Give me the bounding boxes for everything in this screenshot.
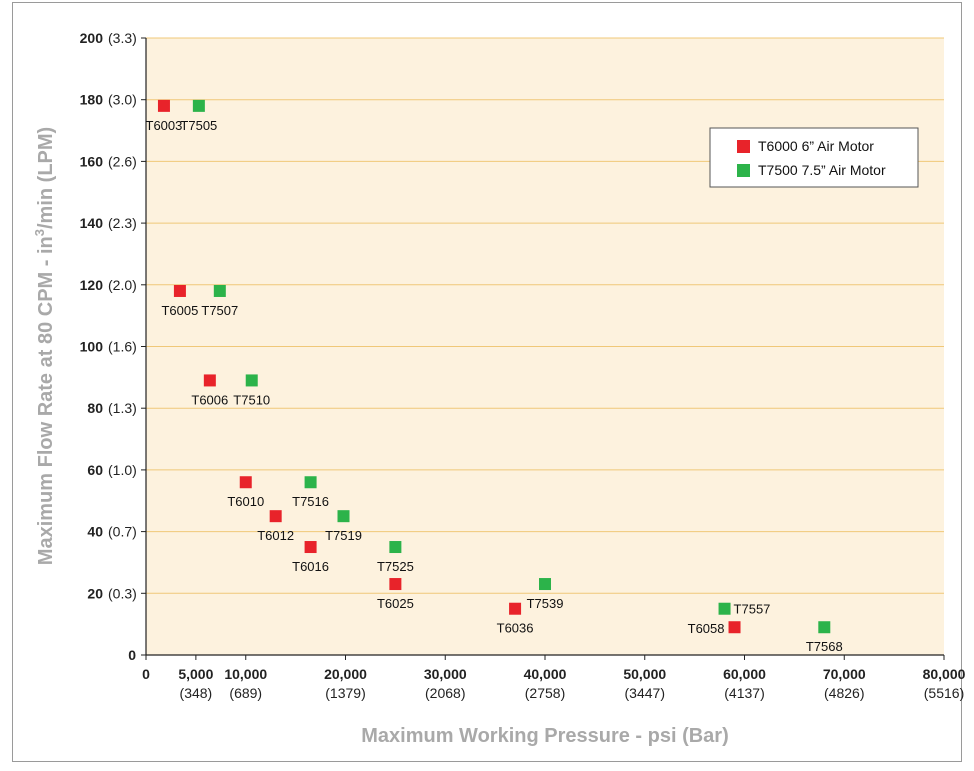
data-points: T6003 T6005 T6006 T6010 T6012 T6016 T6025 T6036… xyxy=(146,99,843,654)
legend-label-t7500: T7500 7.5” Air Motor xyxy=(758,162,886,178)
point-label-T6010: T6010 xyxy=(227,494,264,509)
point-T6003 xyxy=(157,99,170,112)
x-tick-sublabel-30000: (2068) xyxy=(425,685,465,701)
point-T7519 xyxy=(337,510,350,523)
point-T7507 xyxy=(213,284,226,297)
y-tick-sublabel-180: (3.0) xyxy=(108,92,137,108)
point-label-T7510: T7510 xyxy=(233,392,270,407)
point-label-T6016: T6016 xyxy=(292,559,329,574)
point-label-T7557: T7557 xyxy=(734,602,771,617)
y-tick-label-140: 140 xyxy=(80,215,104,231)
y-tick-sublabel-160: (2.6) xyxy=(108,153,137,169)
y-tick-sublabel-40: (0.7) xyxy=(108,524,137,540)
legend-label-t6000: T6000 6” Air Motor xyxy=(758,138,874,154)
point-T7557 xyxy=(718,602,731,615)
y-axis-title-tail: /min (LPM) xyxy=(35,127,57,229)
y-tick-sublabel-60: (1.0) xyxy=(108,462,137,478)
x-tick-sublabel-70000: (4826) xyxy=(824,685,864,701)
point-label-T7519: T7519 xyxy=(325,528,362,543)
x-tick-label-40000: 40,000 xyxy=(524,666,567,682)
point-T6036 xyxy=(509,602,522,615)
x-tick-label-70000: 70,000 xyxy=(823,666,866,682)
x-tick-label-50000: 50,000 xyxy=(623,666,666,682)
y-tick-label-100: 100 xyxy=(80,339,104,355)
y-tick-sublabel-80: (1.3) xyxy=(108,400,137,416)
legend-swatch-t7500 xyxy=(737,164,750,177)
point-label-T7516: T7516 xyxy=(292,494,329,509)
y-tick-label-40: 40 xyxy=(87,524,103,540)
x-axis-title: Maximum Working Pressure - psi (Bar) xyxy=(361,725,729,747)
point-T6012 xyxy=(269,510,282,523)
point-label-T7568: T7568 xyxy=(806,639,843,654)
x-tick-sublabel-10000: (689) xyxy=(229,685,262,701)
y-axis-title-superscript: 3 xyxy=(32,229,47,236)
point-label-T6025: T6025 xyxy=(377,596,414,611)
y-tick-sublabel-120: (2.0) xyxy=(108,277,137,293)
point-T7525 xyxy=(389,541,402,554)
legend: T6000 6” Air Motor T7500 7.5” Air Motor xyxy=(709,127,919,188)
x-tick-sublabel-5000: (348) xyxy=(180,685,213,701)
point-T7516 xyxy=(304,476,317,489)
x-tick-label-60000: 60,000 xyxy=(723,666,766,682)
y-tick-label-200: 200 xyxy=(80,30,104,46)
point-T7510 xyxy=(245,374,258,387)
x-tick-label-10000: 10,000 xyxy=(224,666,267,682)
gridlines xyxy=(146,37,944,594)
point-T6006 xyxy=(203,374,216,387)
point-T7505 xyxy=(192,99,205,112)
point-label-T6012: T6012 xyxy=(257,528,294,543)
point-label-T7505: T7505 xyxy=(180,118,217,133)
legend-box xyxy=(709,127,919,188)
point-T6025 xyxy=(389,578,402,591)
x-tick-sublabel-50000: (3447) xyxy=(625,685,665,701)
y-tick-label-20: 20 xyxy=(87,585,103,601)
y-axis-title-main: Maximum Flow Rate at 80 CPM - in xyxy=(35,236,57,565)
point-label-T7507: T7507 xyxy=(201,303,238,318)
point-T7539 xyxy=(539,578,551,591)
point-T6016 xyxy=(304,541,317,554)
y-tick-label-160: 160 xyxy=(80,153,104,169)
x-tick-label-5000: 5,000 xyxy=(178,666,213,682)
x-tick-sublabel-40000: (2758) xyxy=(525,685,565,701)
y-tick-sublabel-140: (2.3) xyxy=(108,215,137,231)
y-tick-sublabel-20: (0.3) xyxy=(108,585,137,601)
legend-swatch-t6000 xyxy=(737,140,750,153)
point-T6058 xyxy=(728,621,741,634)
y-axis-title: Maximum Flow Rate at 80 CPM - in3/min (L… xyxy=(32,127,57,565)
x-tick-label-20000: 20,000 xyxy=(324,666,367,682)
point-T6010 xyxy=(239,476,252,489)
y-tick-label-180: 180 xyxy=(80,92,104,108)
tick-labels: 0 20 (0.3) 40 (0.7) 60 (1.0) 80 (1.3) 100 (1.6) 120… xyxy=(80,30,966,701)
point-label-T6005: T6005 xyxy=(161,303,198,318)
x-tick-label-80000: 80,000 xyxy=(923,666,966,682)
x-tick-label-30000: 30,000 xyxy=(424,666,467,682)
point-label-T6006: T6006 xyxy=(191,392,228,407)
y-tick-label-0: 0 xyxy=(128,647,136,663)
point-label-T6003: T6003 xyxy=(146,118,183,133)
point-label-T7539: T7539 xyxy=(527,596,564,611)
point-T6005 xyxy=(173,284,186,297)
y-tick-label-80: 80 xyxy=(87,400,103,416)
x-tick-sublabel-20000: (1379) xyxy=(325,685,365,701)
y-tick-sublabel-100: (1.6) xyxy=(108,339,137,355)
x-tick-sublabel-80000: (5516) xyxy=(924,685,964,701)
x-tick-label-0: 0 xyxy=(142,666,150,682)
axes xyxy=(141,37,945,660)
y-tick-sublabel-200: (3.3) xyxy=(108,30,137,46)
x-tick-sublabel-60000: (4137) xyxy=(724,685,764,701)
y-tick-label-60: 60 xyxy=(87,462,103,478)
point-T7568 xyxy=(818,621,831,634)
y-tick-label-120: 120 xyxy=(80,277,104,293)
point-label-T6036: T6036 xyxy=(497,621,534,636)
point-label-T6058: T6058 xyxy=(688,621,725,636)
point-label-T7525: T7525 xyxy=(377,559,414,574)
